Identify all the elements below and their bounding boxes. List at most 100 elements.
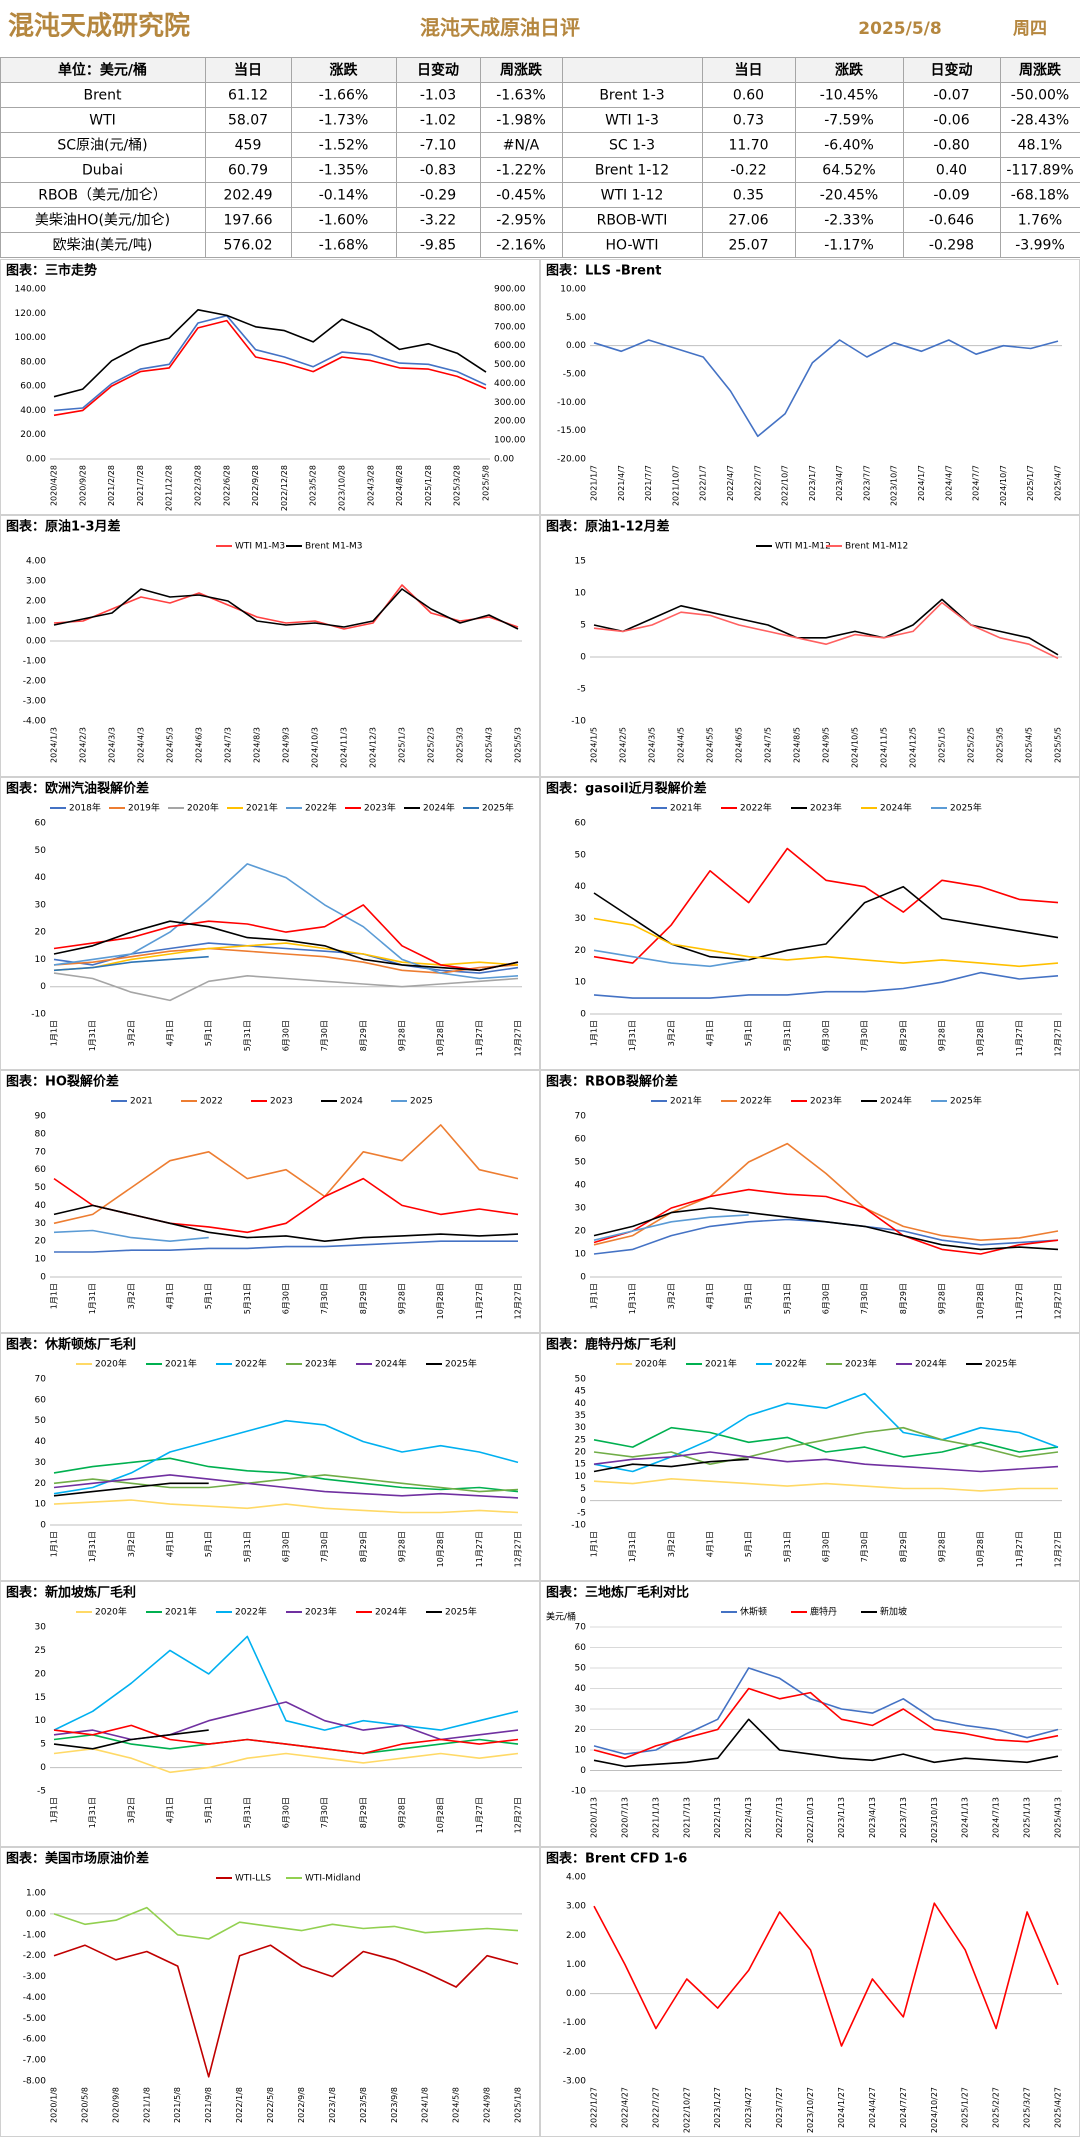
x-tick-label: 2022/1/8 xyxy=(235,2087,244,2123)
x-tick-label: 3月2日 xyxy=(127,1020,136,1046)
table-value: 576.02 xyxy=(224,238,273,254)
y-tick-label: -10 xyxy=(571,1787,586,1797)
x-tick-label: 2024/1/27 xyxy=(837,2087,846,2128)
x-tick-label: 12月27日 xyxy=(514,1531,523,1567)
legend-label: 2022年 xyxy=(235,1606,267,1618)
y-tick-label: 10 xyxy=(575,978,587,988)
x-tick-label: 2023/4/7 xyxy=(835,465,844,501)
y-tick-label: -3.00 xyxy=(23,697,47,707)
y-tick-label: 70 xyxy=(35,1147,47,1157)
x-tick-label: 2025/1/27 xyxy=(961,2087,970,2128)
table-header: 单位：美元/桶 xyxy=(58,62,147,79)
chart-heading: 图表：欧洲汽油裂解价差 xyxy=(6,781,149,797)
report-title: 混沌天成原油日评 xyxy=(420,16,580,40)
y-tick-label: 5 xyxy=(580,1484,586,1494)
x-tick-label: 2022/1/7 xyxy=(699,465,708,501)
x-tick-label: 5月1日 xyxy=(744,1020,753,1046)
chart-heading: 图表：HO裂解价差 xyxy=(6,1074,119,1090)
legend-label: 2022年 xyxy=(740,1095,772,1107)
table-value: -0.06 xyxy=(933,113,969,129)
legend-label: 2023年 xyxy=(810,1095,842,1107)
legend-label: 休斯顿 xyxy=(740,1606,767,1618)
y2-tick-label: 200.00 xyxy=(494,417,526,427)
x-tick-label: 2020/1/8 xyxy=(50,2087,59,2123)
x-tick-label: 6月30日 xyxy=(822,1020,831,1051)
x-tick-label: 10月28日 xyxy=(976,1020,985,1056)
x-tick-label: 2021/5/8 xyxy=(173,2087,182,2123)
table-value: SC 1-3 xyxy=(609,138,655,154)
table-header: 日变动 xyxy=(931,62,973,79)
x-tick-label: 3月2日 xyxy=(127,1531,136,1557)
x-tick-label: 2021/1/8 xyxy=(142,2087,151,2123)
legend-label: 2024年 xyxy=(915,1358,947,1370)
table-header: 当日 xyxy=(234,62,262,79)
x-tick-label: 5月31日 xyxy=(243,1283,252,1314)
x-tick-label: 2021/4/7 xyxy=(617,465,626,501)
y2-tick-label: 0.00 xyxy=(494,455,514,465)
series-line xyxy=(53,972,519,1002)
series-line xyxy=(593,1718,1059,1768)
x-tick-label: 2021/7/13 xyxy=(682,1797,691,1838)
y-tick-label: 20.00 xyxy=(20,430,46,440)
y-tick-label: -1.00 xyxy=(23,1930,47,1940)
y-tick-label: 70 xyxy=(575,1623,587,1633)
legend-label: 新加坡 xyxy=(880,1606,907,1618)
x-tick-label: 2024/4/5 xyxy=(677,727,686,763)
y-tick-label: 30 xyxy=(575,914,587,924)
y-tick-label: 50 xyxy=(575,850,587,860)
table-value: Dubai xyxy=(82,163,123,179)
x-tick-label: 6月30日 xyxy=(282,1531,291,1562)
x-tick-label: 8月29日 xyxy=(359,1283,368,1314)
x-tick-label: 2024/4/7 xyxy=(944,465,953,501)
table-value: 11.70 xyxy=(728,138,768,154)
y-tick-label: 10 xyxy=(35,1716,47,1726)
table-value: 197.66 xyxy=(224,213,273,229)
series-line xyxy=(53,863,519,980)
x-tick-label: 2025/2/27 xyxy=(992,2087,1001,2128)
x-tick-label: 2023/10/7 xyxy=(890,465,899,506)
x-tick-label: 2022/7/27 xyxy=(651,2087,660,2128)
series-line xyxy=(53,1457,519,1493)
x-tick-label: 5月31日 xyxy=(243,1797,252,1828)
x-tick-label: 2024/5/3 xyxy=(166,727,175,763)
x-tick-label: 4月1日 xyxy=(706,1020,715,1046)
series-line xyxy=(593,949,749,968)
y-tick-label: -10 xyxy=(31,1010,46,1020)
table-value: -50.00% xyxy=(1011,88,1069,104)
legend-label: 2022年 xyxy=(775,1358,807,1370)
table-value: 58.07 xyxy=(228,113,268,129)
y-tick-label: -2.00 xyxy=(563,2047,587,2057)
x-tick-label: 2025/1/8 xyxy=(514,2087,523,2123)
x-tick-label: 2024/2/5 xyxy=(619,727,628,763)
x-tick-label: 2024/7/13 xyxy=(992,1797,1001,1838)
x-tick-label: 11月27日 xyxy=(475,1283,484,1319)
legend-label: 2025 xyxy=(410,1097,433,1107)
y2-tick-label: 100.00 xyxy=(494,436,526,446)
legend-label: Brent M1-M12 xyxy=(845,542,908,552)
series-line xyxy=(593,598,1059,656)
table-value: -1.60% xyxy=(319,213,369,229)
x-tick-label: 2024/7/3 xyxy=(224,727,233,763)
table-value: 1.76% xyxy=(1018,213,1062,229)
x-tick-label: 8月29日 xyxy=(899,1020,908,1051)
chart-heading: 图表：鹿特丹炼厂毛利 xyxy=(546,1337,676,1353)
legend-label: 2022年 xyxy=(305,802,337,814)
y-tick-label: 50 xyxy=(575,1158,587,1168)
table-value: -1.52% xyxy=(319,138,369,154)
x-tick-label: 2024/10/5 xyxy=(851,727,860,768)
x-tick-label: 2023/4/27 xyxy=(744,2087,753,2128)
x-tick-label: 2024/3/5 xyxy=(648,727,657,763)
table-value: -1.35% xyxy=(319,163,369,179)
chart-heading: 图表：RBOB裂解价差 xyxy=(546,1074,678,1090)
x-tick-label: 2024/9/8 xyxy=(483,2087,492,2123)
x-tick-label: 2025/1/13 xyxy=(1023,1797,1032,1838)
table-value: -0.09 xyxy=(933,188,969,204)
y2-tick-label: 400.00 xyxy=(494,379,526,389)
y-tick-label: 40 xyxy=(35,873,47,883)
x-tick-label: 2025/2/3 xyxy=(427,727,436,763)
x-tick-label: 12月27日 xyxy=(514,1283,523,1319)
x-tick-label: 2024/10/3 xyxy=(311,727,320,768)
x-tick-label: 2022/12/28 xyxy=(280,465,289,511)
y-tick-label: 10 xyxy=(35,955,47,965)
x-tick-label: 2022/4/13 xyxy=(744,1797,753,1838)
